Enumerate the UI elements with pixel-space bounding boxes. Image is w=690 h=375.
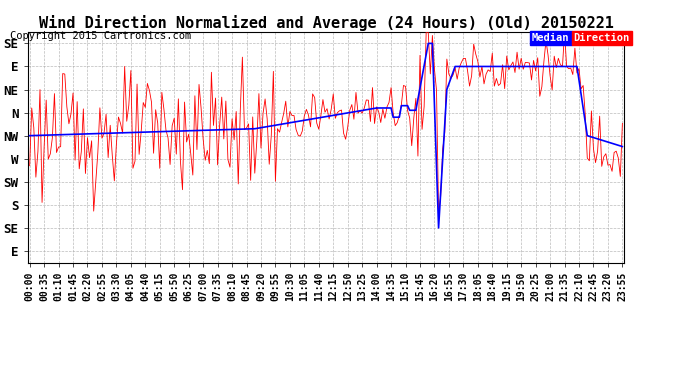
Text: Direction: Direction [573, 33, 630, 43]
Title: Wind Direction Normalized and Average (24 Hours) (Old) 20150221: Wind Direction Normalized and Average (2… [39, 15, 613, 31]
Text: Copyright 2015 Cartronics.com: Copyright 2015 Cartronics.com [10, 32, 192, 41]
Text: Median: Median [532, 33, 569, 43]
